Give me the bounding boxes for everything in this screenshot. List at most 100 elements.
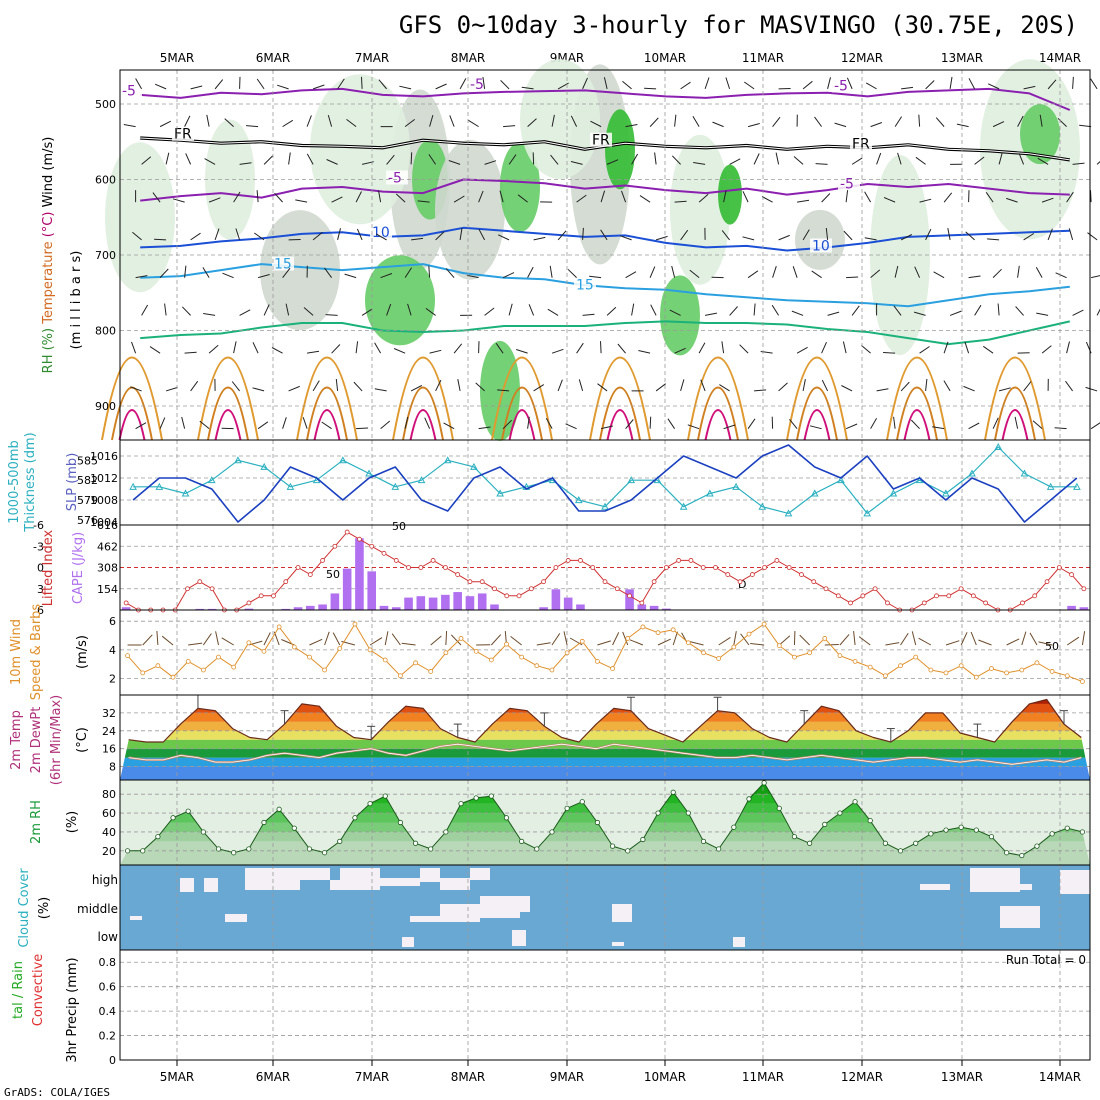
rh-marker — [1019, 852, 1025, 859]
cloud-clear-cell — [612, 942, 624, 946]
thickness-tick: 585 — [77, 454, 98, 467]
wind-barb — [224, 118, 234, 128]
temp-ylabel-3: (6hr Min/Max) — [49, 695, 64, 785]
wind10m-marker — [155, 663, 161, 669]
wind-barb — [1041, 345, 1052, 354]
wind-barb — [141, 156, 152, 165]
wind-barb — [876, 388, 889, 392]
wind-barb — [893, 305, 902, 316]
wind-barb — [597, 383, 608, 392]
wind-barb — [252, 342, 259, 354]
wind10m-barb — [430, 635, 442, 646]
wind10m-barb — [401, 642, 416, 646]
wind-barb — [497, 389, 510, 392]
wind-barb — [987, 238, 1000, 241]
rh-blob — [205, 119, 255, 240]
label-minus5: -5 — [122, 84, 136, 100]
wind-barb — [190, 232, 201, 241]
wind-barb — [1041, 197, 1054, 203]
label-minus5: -5 — [470, 77, 484, 93]
label-fr-bg — [850, 136, 872, 151]
wind-barb — [135, 78, 143, 90]
wind10m-barb — [1021, 631, 1027, 646]
li-marker — [332, 543, 338, 549]
wind-barb — [919, 198, 932, 203]
profile-ylabel-mb: (m i l l i b a r s) — [69, 251, 84, 350]
wind-barb — [925, 80, 935, 90]
wind-barb — [508, 154, 517, 165]
wind-barb — [1036, 312, 1049, 316]
wind-barb — [204, 158, 216, 165]
warm-isotherm-lobe — [1001, 409, 1029, 441]
li-marker — [369, 543, 375, 549]
rh-marker — [807, 840, 813, 846]
wind-barb — [181, 416, 186, 429]
rh-marker — [1049, 831, 1055, 837]
wind-barb — [821, 193, 831, 203]
li-marker — [921, 600, 927, 606]
wind-barb — [669, 309, 681, 316]
warm-isotherm-lobe — [687, 356, 749, 441]
wind-barb — [655, 383, 667, 392]
temp-ylabel: 2m Temp — [9, 710, 24, 770]
precip-legend-total: tal / Rain — [11, 961, 26, 1019]
wind-barb — [753, 153, 760, 165]
wind-barb — [517, 194, 528, 203]
temp-bands — [120, 699, 1090, 780]
warm-isotherm-lobe — [984, 356, 1046, 441]
wind-barb — [256, 190, 259, 203]
rh-marker — [337, 838, 343, 844]
wind-barb — [965, 231, 975, 241]
wind-barb — [165, 152, 170, 165]
wind-barb — [943, 192, 953, 203]
wind-barb — [845, 423, 858, 430]
rh-marker — [897, 848, 904, 854]
rh-marker — [200, 829, 206, 835]
wind-barb — [231, 381, 240, 392]
wind10m-barb — [309, 638, 323, 646]
wind-barb — [933, 271, 945, 279]
wind-barb — [719, 384, 730, 392]
wind-barb — [410, 152, 413, 165]
rh-marker — [155, 834, 161, 840]
wind-barb — [484, 307, 495, 316]
wind-barb — [815, 163, 828, 165]
wind-barb — [983, 345, 994, 354]
li-marker — [774, 558, 780, 563]
wind10m-marker — [837, 653, 843, 659]
wind-barbs — [123, 76, 1100, 430]
wind-barb — [883, 197, 896, 203]
rh-blob — [310, 74, 410, 225]
cape-bar — [563, 597, 573, 610]
wind10m-barb — [597, 640, 611, 646]
date-label-bottom: 9MAR — [550, 1070, 585, 1084]
wind-barb — [778, 234, 790, 241]
rh-marker — [246, 846, 252, 852]
warm-isotherm-lobe — [803, 409, 831, 441]
li-marker — [663, 565, 669, 570]
wind-barb — [425, 307, 436, 316]
li-marker — [123, 600, 129, 606]
wind-barb — [380, 273, 393, 279]
cloud-clear-cell — [402, 937, 414, 947]
wind-barb — [747, 418, 756, 429]
cloud-clear-cell — [340, 868, 380, 890]
label-fr-bg — [172, 126, 194, 141]
wind10m-barb — [332, 632, 341, 646]
li-marker — [553, 565, 559, 570]
label-10: 10 — [372, 225, 390, 241]
date-label-top: 13MAR — [941, 51, 983, 65]
rh-blob — [105, 142, 175, 293]
wind-barb — [282, 267, 291, 278]
date-label-bottom: 13MAR — [941, 1070, 983, 1084]
wind-barb — [687, 424, 700, 430]
wind-barb — [417, 200, 430, 203]
wind-barb — [184, 351, 197, 354]
wind-barb — [527, 416, 530, 429]
wind-barb — [327, 114, 333, 127]
label-10-bg — [810, 238, 832, 253]
wind-barb — [1090, 78, 1098, 90]
wind10m-barb — [510, 636, 522, 646]
wind-barb — [897, 152, 902, 165]
li-marker — [749, 572, 755, 577]
